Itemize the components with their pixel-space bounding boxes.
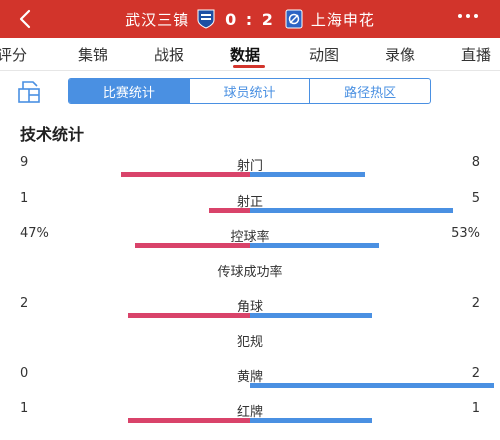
- dot-icon: [458, 14, 462, 18]
- stat-name: 犯规: [236, 335, 263, 350]
- home-team-name: 武汉三镇: [125, 10, 190, 29]
- stat-row-possession: 47% 控球率 53%: [0, 226, 500, 262]
- shield-icon: [285, 9, 303, 29]
- tab-bar: 评分 集锦 战报 数据 动图 录像 直播: [0, 38, 500, 71]
- dot-icon: [474, 14, 478, 18]
- score: 0 : 2: [225, 9, 275, 29]
- away-bar: [250, 172, 365, 177]
- dot-icon: [466, 14, 470, 18]
- active-tab-indicator: [233, 65, 265, 68]
- home-bar: [135, 243, 250, 248]
- home-value: 1: [20, 401, 29, 416]
- away-bar: [250, 313, 372, 318]
- away-bar: [250, 208, 453, 213]
- match-header: 武汉三镇 0 : 2 上海申花: [0, 0, 500, 38]
- stat-row-corners: 2 角球 2: [0, 296, 500, 332]
- tab-data[interactable]: 数据: [230, 46, 261, 64]
- stat-row-yellow-cards: 0 黄牌 2: [0, 366, 500, 402]
- away-value: 8: [471, 155, 480, 170]
- tab-ratings[interactable]: 评分: [0, 46, 28, 64]
- away-value: 53%: [451, 226, 480, 241]
- stat-name: 传球成功率: [217, 265, 283, 280]
- match-summary: 武汉三镇 0 : 2 上海申花: [0, 0, 500, 38]
- more-button[interactable]: [458, 14, 478, 18]
- away-value: 2: [471, 366, 480, 381]
- away-bar: [250, 418, 372, 423]
- home-bar: [128, 313, 250, 318]
- stat-name: 黄牌: [236, 370, 263, 385]
- stat-row-shots: 9 射门 8: [0, 155, 500, 191]
- away-value: 5: [471, 191, 480, 206]
- home-value: 2: [20, 296, 29, 311]
- chevron-left-icon: [19, 9, 31, 29]
- home-team-logo: [197, 9, 215, 29]
- away-bar: [250, 243, 379, 248]
- stat-name: 射门: [236, 159, 263, 174]
- tab-gifs[interactable]: 动图: [309, 46, 340, 64]
- stat-name: 红牌: [236, 405, 263, 420]
- layout-icon: [18, 81, 40, 103]
- home-value: 47%: [20, 226, 49, 241]
- stat-name: 控球率: [230, 230, 270, 245]
- home-bar: [209, 208, 250, 213]
- segment-heatmap[interactable]: 路径热区: [309, 79, 430, 103]
- segment-player-stats[interactable]: 球员统计: [188, 79, 310, 103]
- away-team-name: 上海申花: [310, 10, 375, 29]
- home-value: 9: [20, 155, 29, 170]
- section-title: 技术统计: [20, 125, 85, 144]
- stat-row-fouls: 犯规: [0, 331, 500, 367]
- layout-toggle-button[interactable]: [18, 80, 48, 108]
- tab-report[interactable]: 战报: [154, 46, 185, 64]
- away-value: 2: [471, 296, 480, 311]
- tab-live[interactable]: 直播: [461, 46, 492, 64]
- stats-segmented-control: 比赛统计 球员统计 路径热区: [68, 78, 431, 104]
- home-value: 1: [20, 191, 29, 206]
- tab-replay[interactable]: 录像: [385, 46, 416, 64]
- back-button[interactable]: [14, 8, 36, 30]
- tab-highlights[interactable]: 集锦: [78, 46, 109, 64]
- segment-match-stats[interactable]: 比赛统计: [69, 79, 189, 103]
- away-value: 1: [471, 401, 480, 416]
- home-value: 0: [20, 366, 29, 381]
- shield-icon: [197, 9, 215, 29]
- stat-name: 射正: [236, 195, 263, 210]
- away-team-logo: [285, 9, 303, 29]
- home-bar: [128, 418, 250, 423]
- stat-row-pass-accuracy: 传球成功率: [0, 261, 500, 297]
- away-bar: [250, 383, 494, 388]
- home-bar: [121, 172, 250, 177]
- stat-row-shots-on-target: 1 射正 5: [0, 191, 500, 227]
- stat-name: 角球: [236, 300, 263, 315]
- stat-row-red-cards: 1 红牌 1: [0, 401, 500, 437]
- stats-subbar: 比赛统计 球员统计 路径热区: [0, 74, 500, 108]
